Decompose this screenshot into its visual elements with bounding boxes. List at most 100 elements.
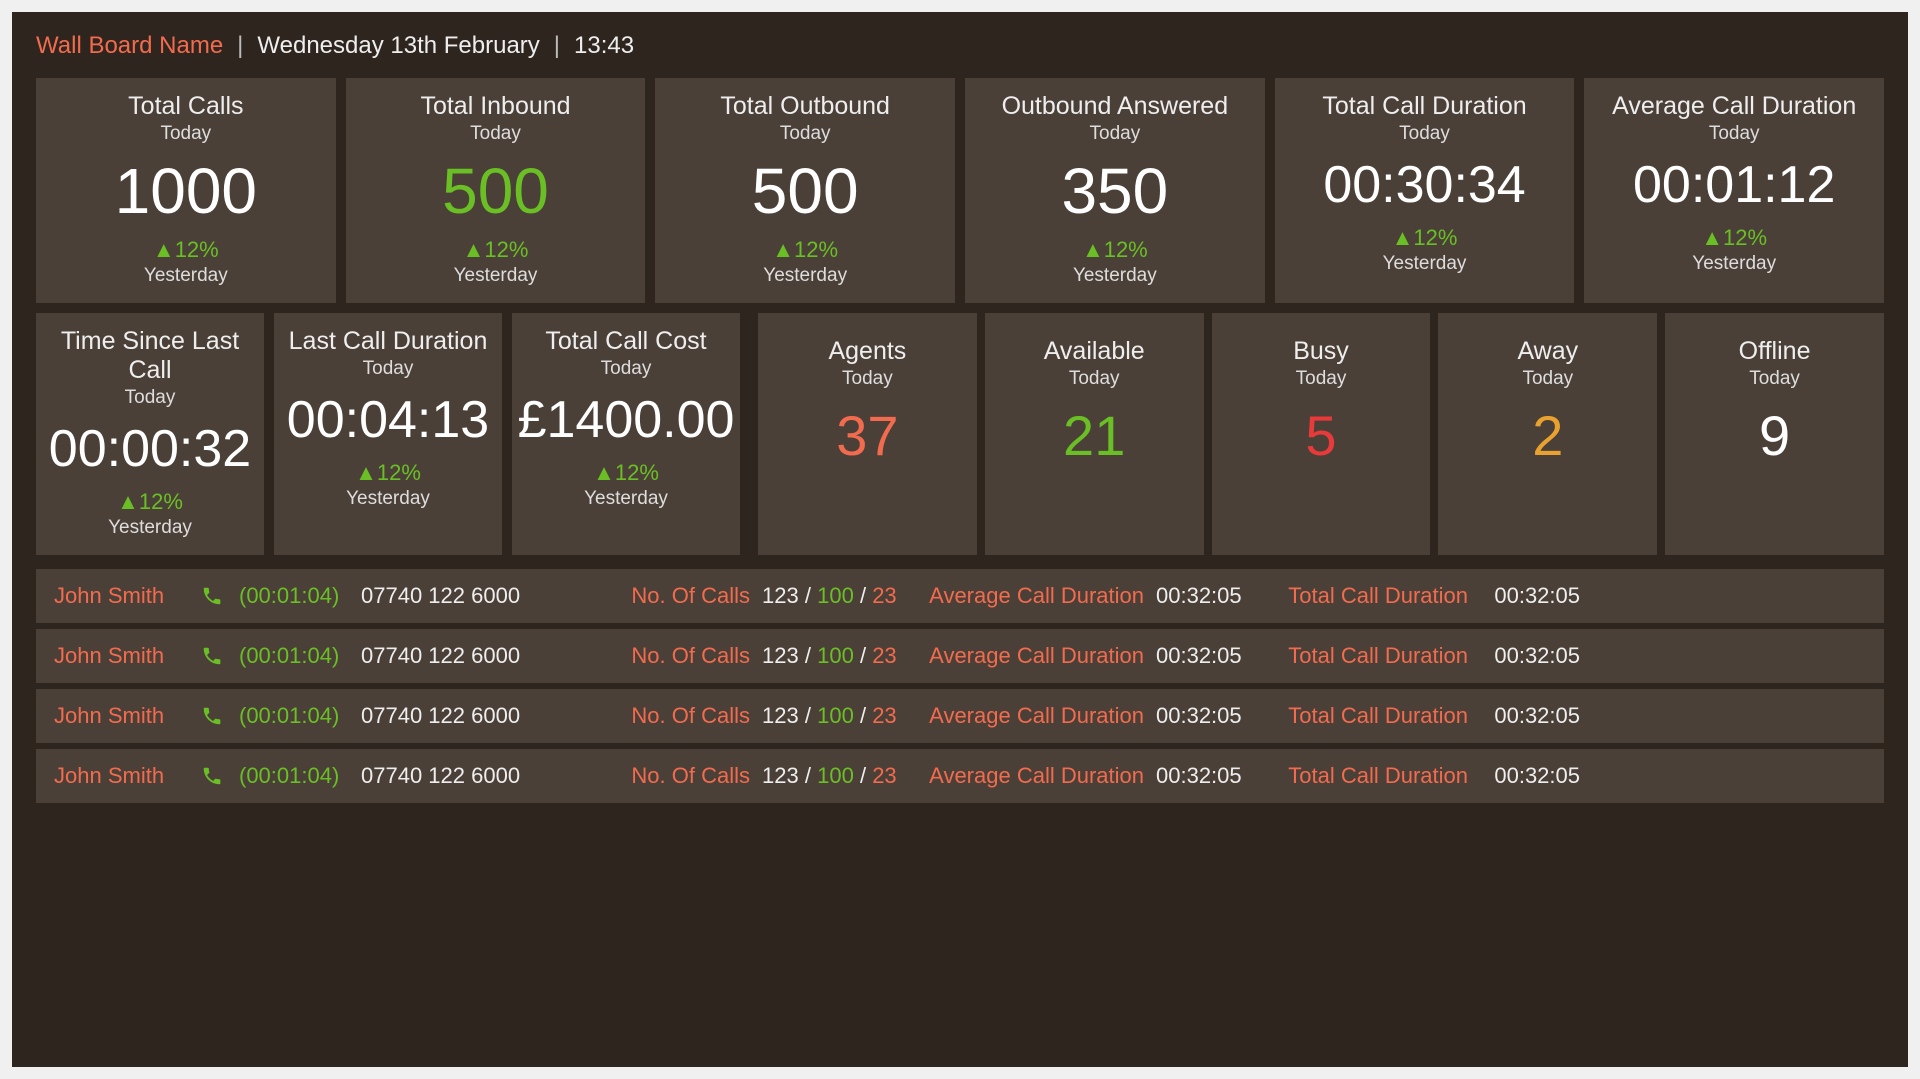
agent-stat-sub: Today — [1069, 368, 1120, 390]
total-duration-label: Total Call Duration — [1268, 643, 1468, 669]
card-trend: ▲12% — [772, 237, 838, 263]
total-duration-label: Total Call Duration — [1268, 703, 1468, 729]
card-value: 00:04:13 — [287, 394, 489, 446]
total-duration-label: Total Call Duration — [1268, 583, 1468, 609]
metric-card: Outbound Answered Today 350 ▲12% Yesterd… — [965, 78, 1265, 303]
card-title: Total Inbound — [420, 92, 570, 121]
agent-stat-sub: Today — [1522, 368, 1573, 390]
card-compare: Yesterday — [763, 265, 847, 287]
agent-stat-title: Available — [1044, 337, 1145, 366]
agent-stat-sub: Today — [842, 368, 893, 390]
agent-stat-value: 37 — [836, 408, 898, 464]
avg-duration-value: 00:32:05 — [1156, 643, 1256, 669]
card-sub: Today — [1709, 123, 1760, 145]
card-title: Total Call Duration — [1322, 92, 1526, 121]
card-trend: ▲12% — [1392, 225, 1458, 251]
metric-card: Total Outbound Today 500 ▲12% Yesterday — [655, 78, 955, 303]
total-duration-label: Total Call Duration — [1268, 763, 1468, 789]
call-time: (00:01:04) — [239, 583, 349, 609]
card-sub: Today — [470, 123, 521, 145]
num-calls-label: No. Of Calls — [625, 763, 750, 789]
card-sub: Today — [601, 358, 652, 380]
card-sub: Today — [780, 123, 831, 145]
agent-stat-title: Agents — [828, 337, 906, 366]
agent-stat-title: Busy — [1293, 337, 1349, 366]
card-compare: Yesterday — [454, 265, 538, 287]
card-compare: Yesterday — [108, 517, 192, 539]
card-value: 00:01:12 — [1633, 159, 1835, 211]
card-value: £1400.00 — [518, 394, 735, 446]
phone-number: 07740 122 6000 — [361, 763, 571, 789]
avg-duration-label: Average Call Duration — [914, 583, 1144, 609]
metrics-row-2: Time Since Last Call Today 00:00:32 ▲12%… — [36, 313, 1884, 555]
avg-duration-value: 00:32:05 — [1156, 703, 1256, 729]
agent-stat-sub: Today — [1296, 368, 1347, 390]
card-trend: ▲12% — [153, 237, 219, 263]
avg-duration-label: Average Call Duration — [914, 703, 1144, 729]
num-calls-value: 123 / 100 / 23 — [762, 583, 902, 609]
metric-card: Total Call Duration Today 00:30:34 ▲12% … — [1275, 78, 1575, 303]
avg-duration-value: 00:32:05 — [1156, 763, 1256, 789]
card-value: 500 — [752, 159, 859, 223]
card-compare: Yesterday — [584, 488, 668, 510]
agent-row: John Smith (00:01:04) 07740 122 6000 No.… — [36, 569, 1884, 623]
agent-name: John Smith — [54, 583, 189, 609]
card-trend: ▲12% — [117, 489, 183, 515]
agent-name: John Smith — [54, 763, 189, 789]
card-sub: Today — [125, 387, 176, 409]
phone-icon — [201, 705, 227, 727]
agent-stat-title: Away — [1517, 337, 1578, 366]
card-title: Average Call Duration — [1612, 92, 1856, 121]
card-compare: Yesterday — [1073, 265, 1157, 287]
phone-icon — [201, 645, 227, 667]
agent-stat-title: Offline — [1739, 337, 1811, 366]
card-title: Total Call Cost — [545, 327, 706, 356]
card-title: Last Call Duration — [289, 327, 488, 356]
phone-number: 07740 122 6000 — [361, 583, 571, 609]
avg-duration-label: Average Call Duration — [914, 763, 1144, 789]
card-trend: ▲12% — [355, 460, 421, 486]
num-calls-value: 123 / 100 / 23 — [762, 643, 902, 669]
card-value: 00:30:34 — [1323, 159, 1525, 211]
num-calls-label: No. Of Calls — [625, 703, 750, 729]
card-compare: Yesterday — [346, 488, 430, 510]
agent-stat-card: Busy Today 5 — [1212, 313, 1431, 555]
phone-number: 07740 122 6000 — [361, 703, 571, 729]
call-time: (00:01:04) — [239, 643, 349, 669]
agent-name: John Smith — [54, 703, 189, 729]
card-compare: Yesterday — [1692, 253, 1776, 275]
card-sub: Today — [1090, 123, 1141, 145]
num-calls-label: No. Of Calls — [625, 643, 750, 669]
agent-stat-card: Offline Today 9 — [1665, 313, 1884, 555]
total-duration-value: 00:32:05 — [1480, 583, 1580, 609]
card-title: Total Outbound — [720, 92, 890, 121]
header: Wall Board Name | Wednesday 13th Februar… — [36, 32, 1884, 60]
card-compare: Yesterday — [144, 265, 228, 287]
card-sub: Today — [363, 358, 414, 380]
agent-stats: Agents Today 37 Available Today 21 Busy … — [758, 313, 1884, 555]
metric-card: Time Since Last Call Today 00:00:32 ▲12%… — [36, 313, 264, 555]
card-trend: ▲12% — [1701, 225, 1767, 251]
agent-stat-value: 9 — [1759, 408, 1790, 464]
card-value: 500 — [442, 159, 549, 223]
agent-stat-card: Available Today 21 — [985, 313, 1204, 555]
card-trend: ▲12% — [463, 237, 529, 263]
separator: | — [237, 32, 243, 60]
agent-name: John Smith — [54, 643, 189, 669]
total-duration-value: 00:32:05 — [1480, 763, 1580, 789]
agent-stat-sub: Today — [1749, 368, 1800, 390]
total-duration-value: 00:32:05 — [1480, 643, 1580, 669]
metric-card: Total Calls Today 1000 ▲12% Yesterday — [36, 78, 336, 303]
agent-stat-card: Away Today 2 — [1438, 313, 1657, 555]
card-trend: ▲12% — [1082, 237, 1148, 263]
metrics-row-1: Total Calls Today 1000 ▲12% Yesterday To… — [36, 78, 1884, 303]
agent-row: John Smith (00:01:04) 07740 122 6000 No.… — [36, 749, 1884, 803]
phone-icon — [201, 585, 227, 607]
avg-duration-label: Average Call Duration — [914, 643, 1144, 669]
agent-stat-value: 5 — [1305, 408, 1336, 464]
metric-card: Total Inbound Today 500 ▲12% Yesterday — [346, 78, 646, 303]
separator: | — [554, 32, 560, 60]
card-sub: Today — [1399, 123, 1450, 145]
header-time: 13:43 — [574, 32, 634, 60]
agent-list: John Smith (00:01:04) 07740 122 6000 No.… — [36, 569, 1884, 803]
